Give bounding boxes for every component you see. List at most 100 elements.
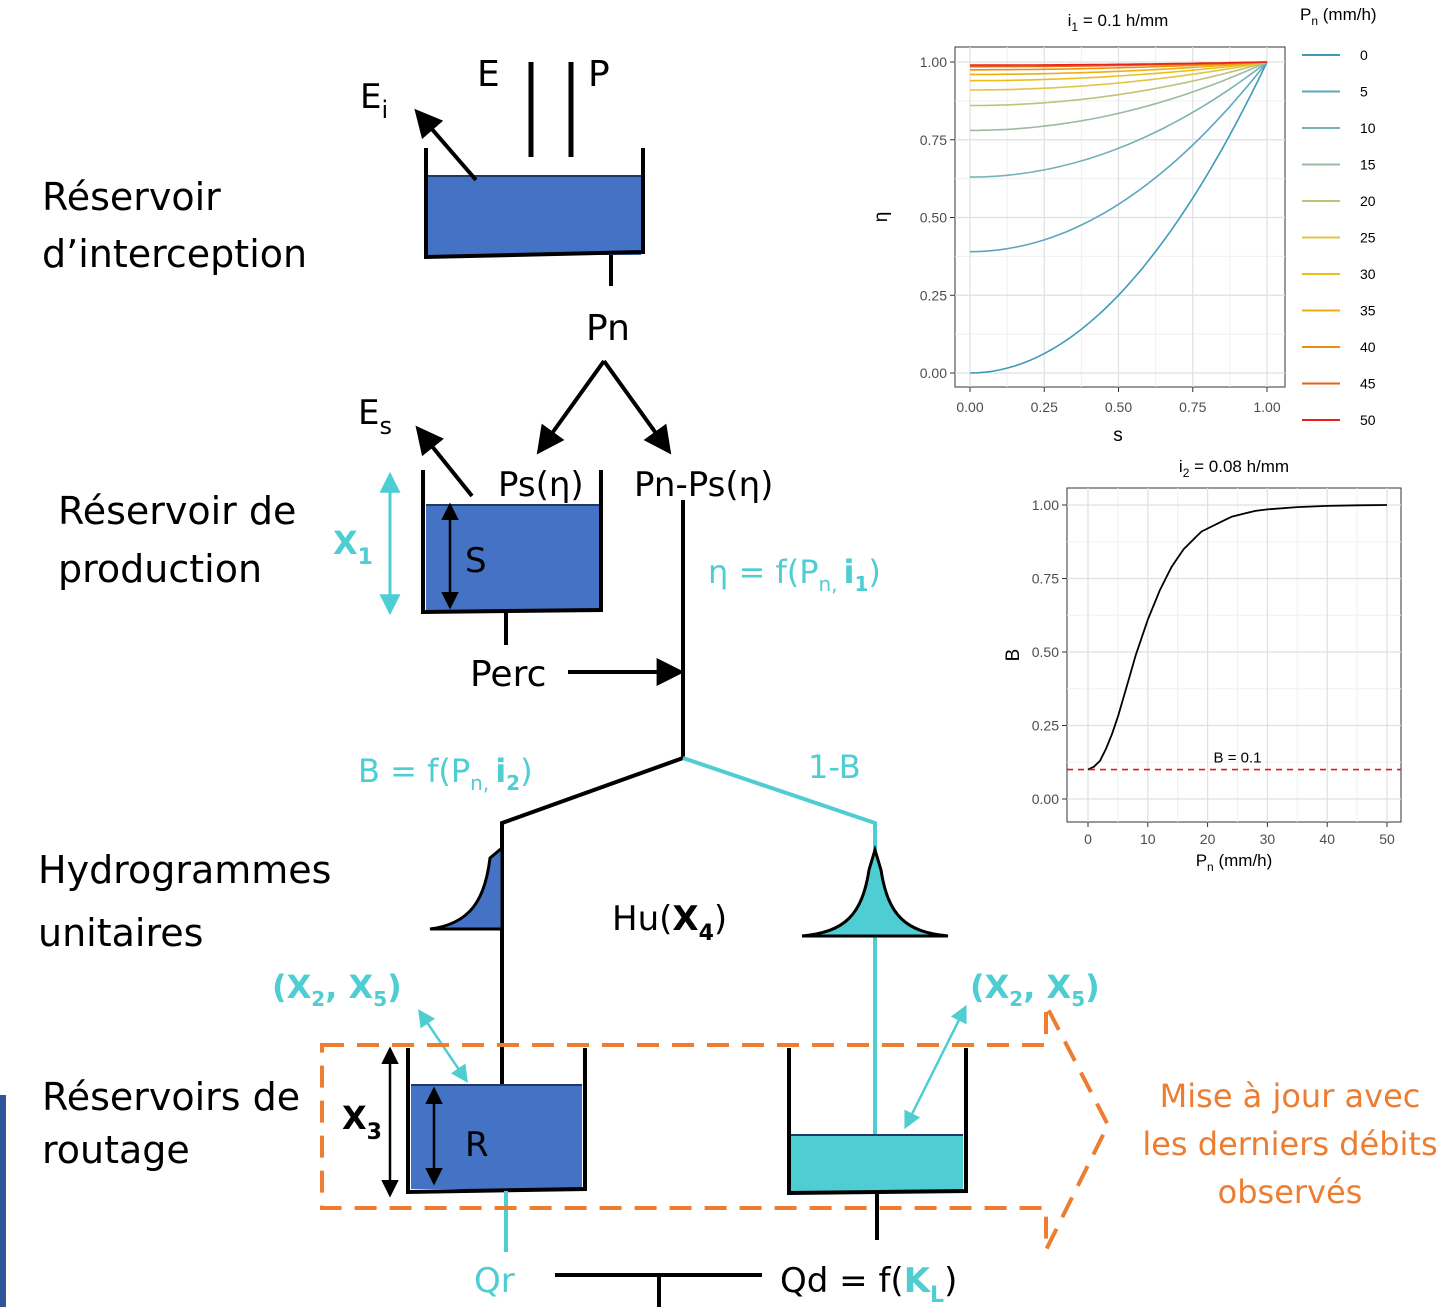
eta-series-10: [969, 61, 1268, 178]
production-water: [426, 505, 599, 611]
legend-label-40: 40: [1360, 339, 1376, 355]
eta-y-tick-label: 0.00: [920, 365, 947, 381]
b-chart-ylabel: B: [1003, 649, 1024, 662]
eta-chart-title: i1 = 0.1 h/mm: [1068, 11, 1169, 34]
production-label-line1: Réservoir de: [58, 489, 296, 533]
eta-series-0: [969, 61, 1268, 374]
x2-x5-label-left: (X2, X5): [272, 968, 402, 1011]
r-label: R: [465, 1125, 489, 1165]
legend-label-10: 10: [1360, 120, 1376, 136]
update-zone-outline: [320, 1004, 1111, 1251]
legend-label-30: 30: [1360, 266, 1376, 282]
legend-label-50: 50: [1360, 412, 1376, 428]
eta-x-tick-label: 0.00: [956, 399, 983, 415]
ps-arrow: [536, 359, 606, 455]
hydrograph-label-line2: unitaires: [38, 911, 203, 955]
eta-series-30: [969, 61, 1268, 82]
qd-label: Qd = f(KL): [780, 1261, 957, 1307]
pn-ps-arrow: [602, 359, 672, 455]
eta-series-50: [970, 61, 1268, 66]
interception-label-line1: Réservoir: [42, 175, 221, 219]
legend-label-45: 45: [1360, 376, 1376, 392]
eta-series-20: [970, 61, 1268, 107]
b-y-tick-label: 0.25: [1032, 718, 1059, 734]
b-chart-panel: [1066, 487, 1402, 823]
perc-label: Perc: [470, 654, 546, 695]
b-y-tick-label: 0.75: [1032, 571, 1059, 587]
eta-series-25: [970, 61, 1268, 91]
b-y-tick-label: 0.50: [1032, 644, 1059, 660]
left-edge-bar: [0, 1095, 6, 1307]
pn-label: Pn: [586, 308, 630, 349]
eta-equation: η = f(Pn, i1): [708, 553, 881, 596]
interception-water: [428, 176, 641, 255]
x1-label: X1: [333, 524, 373, 570]
s-label: S: [465, 541, 487, 581]
eta-x-tick-label: 0.25: [1031, 399, 1058, 415]
b-chart-xlabel: Pn (mm/h): [1196, 851, 1273, 874]
es-label: Es: [358, 393, 392, 440]
b-y-tick-label: 0.00: [1032, 791, 1059, 807]
routing-r-water: [411, 1085, 582, 1189]
b-y-tick-label: 1.00: [1032, 497, 1059, 513]
legend-label-15: 15: [1360, 157, 1376, 173]
eta-series-35: [970, 61, 1268, 76]
precip-label: P: [588, 54, 610, 95]
interception-reservoir: [424, 148, 645, 286]
branch-b: [500, 756, 684, 1090]
one-minus-b-label: 1-B: [808, 748, 861, 786]
legend-label-5: 5: [1360, 84, 1368, 100]
b-chart-title: i2 = 0.08 h/mm: [1179, 457, 1289, 480]
unit-hydrograph-2: [801, 844, 949, 938]
right-param-arrow: [904, 1004, 967, 1130]
eta-x-tick-label: 1.00: [1253, 399, 1280, 415]
legend-label-35: 35: [1360, 303, 1376, 319]
routing-direct-water: [791, 1135, 963, 1191]
routing-label-line1: Réservoirs de: [42, 1075, 300, 1119]
b-equation: B = f(Pn, i2): [358, 752, 533, 795]
b-x-tick-label: 0: [1084, 831, 1092, 847]
eta-y-tick-label: 0.50: [920, 210, 947, 226]
eta-chart-xlabel: s: [1113, 425, 1123, 446]
es-arrow: [415, 425, 474, 498]
eta-series-15: [970, 61, 1268, 132]
qr-label: Qr: [474, 1261, 515, 1301]
b-x-tick-label: 10: [1140, 831, 1156, 847]
ei-label: Ei: [360, 77, 388, 124]
eta-legend-title: Pn (mm/h): [1300, 5, 1377, 28]
legend-label-0: 0: [1360, 47, 1368, 63]
ei-arrow: [414, 108, 478, 182]
b-x-tick-label: 20: [1200, 831, 1216, 847]
eta-legend: 0 5 10 15 20 25 30 35 40 45 50: [1302, 47, 1376, 428]
routing-label-line2: routage: [42, 1128, 190, 1172]
eta-chart-ylabel: η: [871, 212, 892, 223]
routing-reservoir-direct: [787, 1048, 968, 1196]
hydrograph-label-line1: Hydrogrammes: [38, 848, 331, 892]
legend-label-20: 20: [1360, 193, 1376, 209]
eta-y-tick-label: 0.75: [920, 132, 947, 148]
hu-label: Hu(X4): [612, 899, 727, 946]
production-label-line2: production: [58, 547, 262, 591]
eta-series-40: [970, 61, 1268, 71]
b-x-tick-label: 30: [1260, 831, 1276, 847]
b-curve: [1087, 504, 1388, 771]
eta-x-tick-label: 0.75: [1179, 399, 1206, 415]
eta-x-tick-label: 0.50: [1105, 399, 1132, 415]
update-note-line1: Mise à jour avec: [1160, 1077, 1421, 1115]
b-x-tick-label: 50: [1379, 831, 1395, 847]
x3-label: X3: [342, 1099, 382, 1145]
legend-label-25: 25: [1360, 230, 1376, 246]
eta-chart: 0.00 0.00 0.25 0.25 0.50 0.50 0.75 0.75 1.00 1.00…: [871, 5, 1377, 446]
eta-series-5: [969, 61, 1268, 253]
update-note-line3: observés: [1218, 1173, 1363, 1211]
ps-label: Ps(η): [498, 465, 584, 505]
update-note-line2: les derniers débits: [1142, 1125, 1437, 1163]
interception-label-line2: d’interception: [42, 232, 307, 276]
eta-y-tick-label: 1.00: [920, 54, 947, 70]
branch-1-b: [682, 756, 877, 1135]
unit-hydrograph-1: [429, 844, 504, 931]
eta-y-tick-label: 0.25: [920, 287, 947, 303]
pn-ps-label: Pn-Ps(η): [634, 465, 773, 505]
b-threshold-label: B = 0.1: [1214, 750, 1262, 767]
